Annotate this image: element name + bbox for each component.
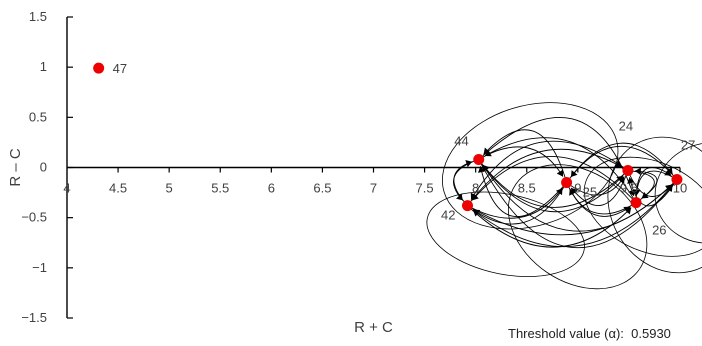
x-tick-label: 8	[472, 181, 479, 196]
arrow-head	[664, 169, 672, 176]
influence-curve	[636, 170, 678, 196]
arrow-head	[634, 167, 642, 176]
arrow-head	[484, 149, 492, 157]
influence-curve	[482, 164, 629, 208]
influence-curve	[634, 170, 658, 203]
arrow-head	[624, 207, 632, 215]
y-tick-label: 1	[40, 59, 47, 74]
x-tick-label: 6	[268, 181, 275, 196]
influence-curve	[635, 167, 672, 203]
influence-curve	[483, 129, 568, 183]
threshold-value: 0.5930	[631, 326, 671, 341]
influence-curve	[570, 170, 629, 207]
data-points: 47 44 25 24 27 26 42	[93, 61, 695, 238]
arrow-head	[555, 188, 563, 196]
influence-curve	[569, 188, 637, 215]
influence-curve	[482, 165, 678, 232]
x-tick-label: 7	[370, 181, 377, 196]
point-label: 25	[583, 185, 597, 200]
influence-curve	[479, 166, 567, 218]
arrow-head	[569, 188, 576, 196]
y-tick-label: 1.5	[29, 9, 47, 24]
y-tick-label: −1.5	[21, 310, 47, 325]
y-tick-label: −1	[32, 260, 47, 275]
x-tick-label: 5.5	[211, 181, 229, 196]
arrow-head	[556, 169, 564, 177]
influence-loop	[583, 156, 702, 257]
arrow-head	[472, 193, 479, 201]
y-tick-label: −0.5	[21, 210, 47, 225]
x-tick-label: 8.5	[518, 181, 536, 196]
threshold-note: Threshold value (α): 0.5930	[508, 326, 671, 341]
influence-curve	[484, 137, 637, 203]
influence-curve	[453, 161, 473, 206]
influence-loop	[607, 136, 702, 274]
point-label: 44	[454, 133, 468, 148]
data-point	[473, 153, 485, 165]
axes	[66, 16, 681, 319]
influence-curve	[472, 182, 567, 225]
influence-curve	[570, 145, 678, 180]
arrow-head	[614, 160, 622, 168]
x-tick-label: 4.5	[109, 181, 127, 196]
data-point	[461, 200, 473, 212]
x-tick-labels: 4 4.5 5 5.5 6 6.5 7 7.5 8 8.5 9 9.5 10	[63, 181, 687, 196]
point-label: 42	[441, 208, 455, 223]
data-point	[630, 197, 642, 209]
x-tick-label: 6.5	[313, 181, 331, 196]
point-label: 47	[113, 61, 127, 76]
data-point	[93, 62, 105, 74]
arrow-head	[478, 166, 486, 173]
influence-loop	[507, 164, 648, 290]
threshold-label: Threshold value (α):	[508, 326, 624, 341]
y-tick-labels: 1.5 1 0.5 0 −0.5 −1 −1.5	[21, 9, 47, 325]
arrow-head	[465, 160, 473, 168]
y-tick-label: 0	[40, 160, 47, 175]
influence-arrows	[426, 102, 702, 290]
data-point	[671, 174, 683, 186]
x-tick-label: 4	[63, 181, 70, 196]
arrow-head	[570, 170, 578, 178]
x-tick-label: 7.5	[416, 181, 434, 196]
influence-loop	[442, 102, 619, 230]
y-axis-title: R – C	[7, 148, 24, 187]
influence-curve	[478, 159, 673, 249]
influence-loop	[654, 142, 702, 244]
influence-curve	[467, 187, 563, 219]
influence-curve	[467, 148, 623, 206]
y-tick-label: 0.5	[29, 109, 47, 124]
point-label: 24	[619, 119, 633, 134]
arrow-head	[627, 177, 635, 184]
point-label: 26	[652, 223, 666, 238]
x-axis-title: R + C	[354, 319, 393, 336]
x-tick-label: 9	[574, 181, 581, 196]
point-label: 27	[681, 138, 695, 153]
data-point	[622, 165, 634, 177]
influence-curve	[627, 170, 673, 197]
influence-curve	[471, 156, 637, 203]
influence-curve	[478, 159, 624, 213]
influence-loop	[426, 191, 585, 277]
data-point	[561, 177, 573, 189]
influence-curve	[470, 140, 629, 200]
x-tick-label: 5	[166, 181, 173, 196]
arrow-head	[456, 193, 463, 201]
influence-curve	[566, 176, 625, 196]
x-tick-label: 9.5	[620, 181, 638, 196]
